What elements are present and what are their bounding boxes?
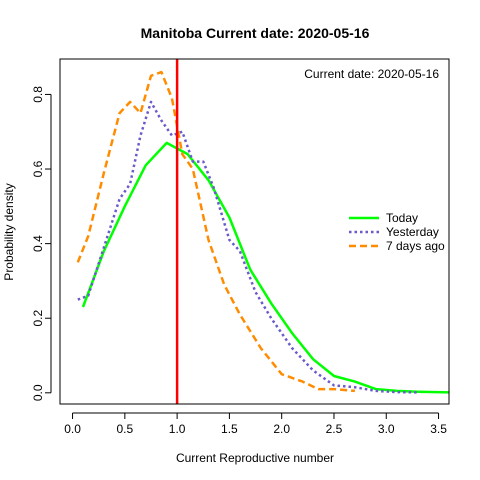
- x-tick-label: 3.0: [378, 422, 395, 436]
- y-axis: 0.0 0.2 0.4 0.6 0.8: [31, 86, 52, 401]
- legend-entry-yesterday: Yesterday: [349, 225, 439, 239]
- series-line-7-days-ago: [76, 70, 356, 393]
- legend-label-yesterday: Yesterday: [386, 225, 439, 239]
- series-line-today: [81, 141, 450, 394]
- legend-label-7-days-ago: 7 days ago: [386, 239, 445, 253]
- x-tick-label: 2.0: [273, 422, 290, 436]
- y-tick-label: 0.2: [31, 310, 45, 327]
- x-tick-label: 3.5: [430, 422, 447, 436]
- x-tick-label: 1.0: [169, 422, 186, 436]
- plot-frame: [59, 58, 450, 405]
- legend: Today Yesterday 7 days ago: [349, 211, 445, 253]
- x-axis: 0.0 0.5 1.0 1.5 2.0 2.5 3.0 3.5: [64, 412, 447, 436]
- y-tick-label: 0.8: [31, 86, 45, 103]
- y-tick-label: 0.0: [31, 384, 45, 401]
- x-tick-label: 0.0: [64, 422, 81, 436]
- y-axis-title: Probability density: [2, 183, 16, 280]
- y-tick-label: 0.6: [31, 160, 45, 177]
- chart-title: Manitoba Current date: 2020-05-16: [141, 25, 370, 41]
- x-tick-label: 0.5: [116, 422, 133, 436]
- legend-entry-7-days-ago: 7 days ago: [349, 239, 445, 253]
- x-axis-title: Current Reproductive number: [176, 451, 334, 465]
- x-tick-label: 1.5: [221, 422, 238, 436]
- current-date-annotation: Current date: 2020-05-16: [304, 67, 439, 81]
- x-tick-label: 2.5: [326, 422, 343, 436]
- y-tick-label: 0.4: [31, 235, 45, 252]
- series-line-yesterday: [77, 100, 418, 394]
- legend-entry-today: Today: [349, 211, 418, 225]
- legend-label-today: Today: [386, 211, 418, 225]
- plot-layer: [76, 59, 450, 404]
